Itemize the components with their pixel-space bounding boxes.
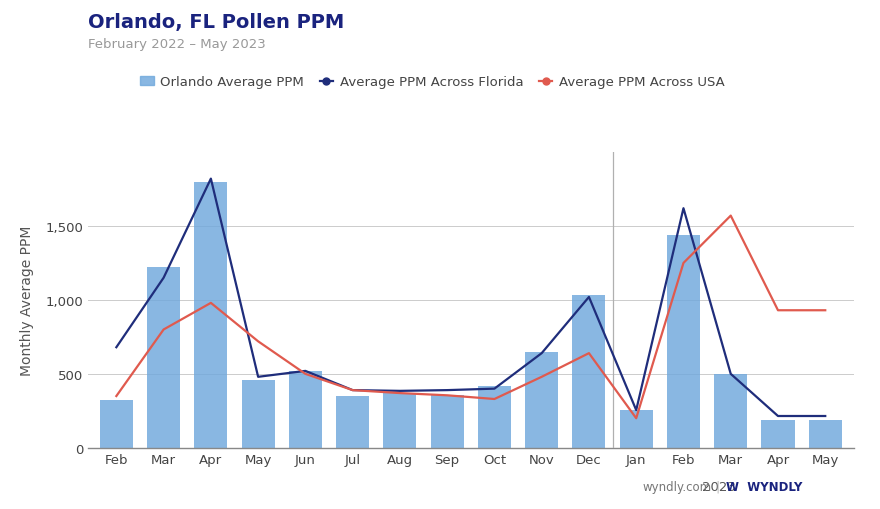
Bar — [572, 296, 605, 448]
Bar — [525, 352, 558, 448]
Text: wyndly.com: wyndly.com — [642, 480, 712, 493]
Bar — [194, 182, 227, 448]
Bar — [761, 420, 795, 448]
Text: W  WYNDLY: W WYNDLY — [726, 480, 803, 493]
Text: |: | — [715, 480, 719, 493]
Text: 2023: 2023 — [702, 480, 736, 493]
Y-axis label: Monthly Average PPM: Monthly Average PPM — [20, 225, 34, 375]
Text: February 2022 – May 2023: February 2022 – May 2023 — [88, 38, 266, 51]
Bar — [242, 380, 275, 448]
Bar — [620, 410, 653, 448]
Bar — [99, 401, 133, 448]
Bar — [809, 420, 842, 448]
Bar — [667, 235, 700, 448]
Bar — [715, 374, 747, 448]
Text: Orlando, FL Pollen PPM: Orlando, FL Pollen PPM — [88, 13, 344, 32]
Legend: Orlando Average PPM, Average PPM Across Florida, Average PPM Across USA: Orlando Average PPM, Average PPM Across … — [136, 71, 730, 94]
Bar — [384, 393, 416, 448]
Bar — [147, 268, 180, 448]
Bar — [478, 387, 511, 448]
Bar — [336, 396, 370, 448]
Bar — [430, 395, 464, 448]
Bar — [289, 371, 322, 448]
